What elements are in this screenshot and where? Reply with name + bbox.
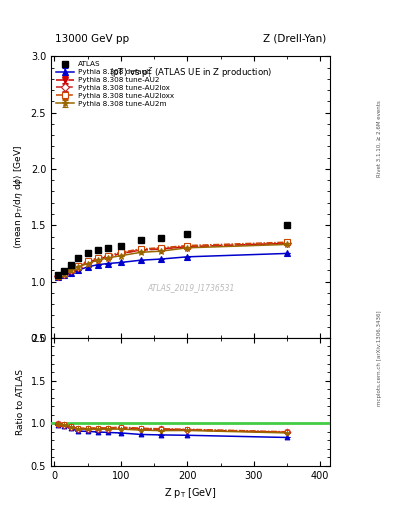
X-axis label: Z p$_\mathregular{T}$ [GeV]: Z p$_\mathregular{T}$ [GeV] bbox=[164, 486, 217, 500]
ATLAS bbox=[185, 231, 190, 238]
ATLAS bbox=[158, 234, 163, 241]
ATLAS bbox=[55, 272, 60, 278]
ATLAS bbox=[285, 222, 289, 228]
ATLAS bbox=[105, 245, 110, 251]
Text: $\langle$pT$\rangle$ vs p$_\mathregular{T}^Z$ (ATLAS UE in Z production): $\langle$pT$\rangle$ vs p$_\mathregular{… bbox=[109, 65, 272, 80]
Text: ATLAS_2019_I1736531: ATLAS_2019_I1736531 bbox=[147, 283, 234, 292]
ATLAS bbox=[62, 268, 67, 274]
ATLAS bbox=[85, 250, 90, 257]
Text: mcplots.cern.ch [arXiv:1306.3436]: mcplots.cern.ch [arXiv:1306.3436] bbox=[377, 311, 382, 406]
Y-axis label: Ratio to ATLAS: Ratio to ATLAS bbox=[16, 369, 25, 435]
ATLAS bbox=[95, 247, 100, 253]
ATLAS bbox=[119, 243, 123, 249]
Text: 13000 GeV pp: 13000 GeV pp bbox=[55, 33, 129, 44]
Text: Z (Drell-Yan): Z (Drell-Yan) bbox=[263, 33, 326, 44]
ATLAS bbox=[138, 237, 143, 243]
ATLAS bbox=[75, 255, 80, 261]
Line: ATLAS: ATLAS bbox=[54, 222, 290, 279]
ATLAS bbox=[69, 262, 73, 268]
Text: Rivet 3.1.10, ≥ 2.6M events: Rivet 3.1.10, ≥ 2.6M events bbox=[377, 100, 382, 177]
Legend: ATLAS, Pythia 8.308 default, Pythia 8.308 tune-AU2, Pythia 8.308 tune-AU2lox, Py: ATLAS, Pythia 8.308 default, Pythia 8.30… bbox=[54, 59, 176, 109]
Y-axis label: $\langle$mean p$_\mathregular{T}$/d$\eta$ d$\phi\rangle$ [GeV]: $\langle$mean p$_\mathregular{T}$/d$\eta… bbox=[12, 145, 25, 249]
